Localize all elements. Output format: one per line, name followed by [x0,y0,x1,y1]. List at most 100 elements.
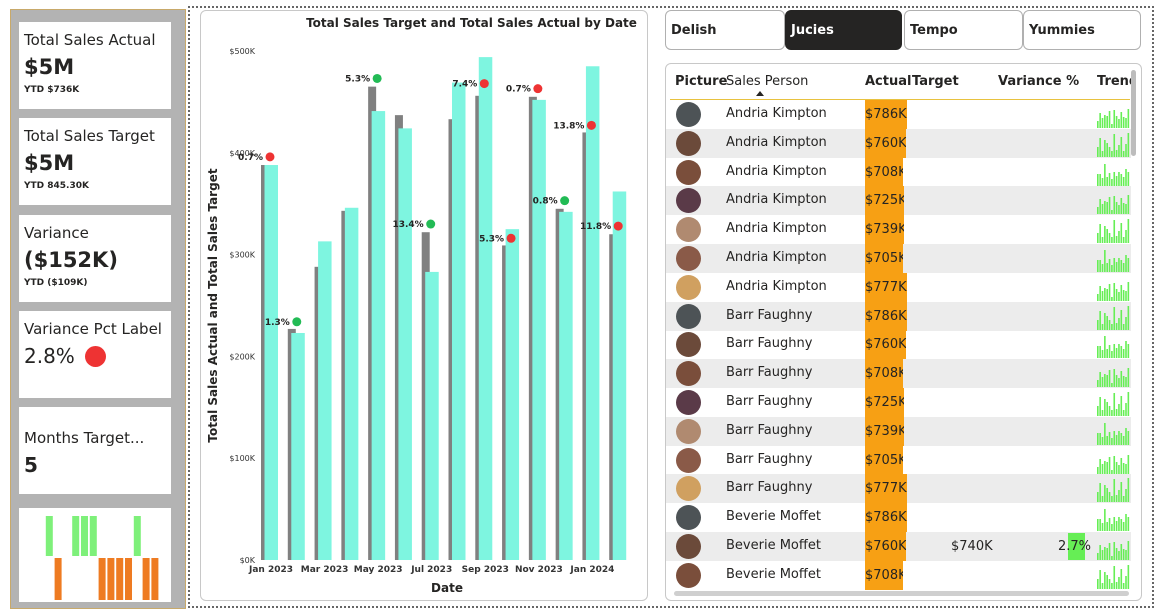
bar-actual[interactable] [371,111,386,560]
variance-marker[interactable] [560,196,570,206]
sales-person-name: Andria Kimpton [726,278,827,294]
bar-actual[interactable] [559,211,573,560]
column-header-trend[interactable]: Trend [1097,74,1131,89]
variance-marker[interactable] [372,73,382,83]
kpi-label: Variance [24,224,89,242]
tab-jucies[interactable]: Jucies [785,10,902,50]
actual-value: $786K [865,100,907,129]
tab-delish[interactable]: Delish [665,10,785,50]
bar-actual[interactable] [532,99,546,560]
column-header-target[interactable]: Target [912,74,959,89]
table-row[interactable]: Andria Kimpton $739K [666,215,1131,245]
table-row[interactable]: Andria Kimpton $725K [666,186,1131,216]
trend-sparkline[interactable] [1097,246,1130,272]
header-divider [670,99,1130,100]
table-row[interactable]: Beverie Moffet $786K [666,503,1131,533]
bar-actual[interactable] [318,241,332,560]
bar-actual[interactable] [505,229,520,560]
trend-sparkline[interactable] [1097,534,1130,560]
kpi-card-months-target[interactable]: Months Target... 5 [19,407,171,494]
actual-value: $760K [865,330,906,360]
actual-value: $760K [865,532,906,561]
table-row[interactable]: Barr Faughny $725K [666,388,1131,417]
trend-sparkline[interactable] [1097,160,1130,186]
kpi-card-sales-actual[interactable]: Total Sales Actual $5M YTD $736K [19,22,171,109]
sales-person-name: Barr Faughny [726,336,813,352]
kpi-card-variance[interactable]: Variance ($152K) YTD ($109K) [19,215,171,302]
variance-marker[interactable] [265,152,275,162]
table-row[interactable]: Barr Faughny $777K [666,474,1131,504]
kpi-label: Total Sales Target [24,127,155,145]
table-row[interactable]: Andria Kimpton $786K [666,100,1131,129]
column-header-picture[interactable]: Picture [675,74,728,89]
bar-actual[interactable] [398,128,412,561]
trend-sparkline[interactable] [1097,188,1130,215]
vertical-scrollbar[interactable] [1131,70,1136,156]
table-row[interactable]: Barr Faughny $708K [666,359,1131,389]
trend-sparkline[interactable] [1097,275,1130,301]
table-row[interactable]: Beverie Moffet $708K [666,560,1131,590]
avatar [676,534,701,559]
variance-mini-chart[interactable] [19,508,171,602]
kpi-card-sales-target[interactable]: Total Sales Target $5M YTD 845.30K [19,118,171,205]
bar-actual[interactable] [264,165,279,561]
variance-marker[interactable] [479,79,489,89]
sales-person-name: Andria Kimpton [726,163,827,179]
tab-yummies[interactable]: Yummies [1023,10,1141,50]
sales-person-name: Beverie Moffet [726,566,821,582]
bar-actual[interactable] [344,207,359,560]
variance-marker[interactable] [533,84,543,94]
y-tick-label: $200K [229,352,255,361]
column-header-sales-person[interactable]: Sales Person [726,74,809,89]
sort-ascending-icon[interactable] [756,91,764,96]
avatar [676,159,701,185]
trend-sparkline[interactable] [1097,131,1130,157]
trend-sparkline[interactable] [1097,476,1130,503]
bar-actual[interactable] [478,57,493,560]
trend-sparkline[interactable] [1097,332,1130,359]
column-header-variance[interactable]: Variance % [998,74,1080,89]
sales-person-table[interactable]: Picture Sales Person Actual Target Varia… [665,63,1142,601]
kpi-subvalue: YTD $736K [24,85,80,95]
variance-marker[interactable] [586,120,596,130]
table-row[interactable]: Barr Faughny $760K [666,330,1131,360]
trend-sparkline[interactable] [1097,448,1130,474]
sales-chart-card[interactable]: Total Sales Target and Total Sales Actua… [200,10,648,601]
variance-marker[interactable] [292,317,302,327]
actual-value: $725K [865,388,904,417]
bar-actual[interactable] [585,66,600,560]
table-row[interactable]: Barr Faughny $705K [666,445,1131,475]
bar-actual[interactable] [612,191,627,560]
trend-sparkline[interactable] [1097,419,1130,445]
trend-sparkline[interactable] [1097,102,1130,128]
sales-person-name: Barr Faughny [726,422,813,438]
variance-marker[interactable] [426,219,436,229]
trend-sparkline[interactable] [1097,390,1130,416]
trend-sparkline[interactable] [1097,361,1130,388]
variance-marker[interactable] [613,221,623,231]
x-tick-label: Sep 2023 [462,565,509,575]
column-header-actual[interactable]: Actual [865,74,912,89]
bar-actual[interactable] [291,332,305,560]
sales-person-name: Barr Faughny [726,365,813,381]
variance-marker[interactable] [506,233,516,243]
table-row[interactable]: Andria Kimpton $708K [666,157,1131,187]
table-row[interactable]: Barr Faughny $786K [666,301,1131,331]
trend-sparkline[interactable] [1097,304,1130,330]
kpi-card-variance-pct[interactable]: Variance Pct Label 2.8% [19,311,171,398]
bar-actual[interactable] [452,82,466,561]
bar-actual[interactable] [425,271,439,560]
actual-value: $739K [865,416,904,446]
table-row[interactable]: Barr Faughny $739K [666,416,1131,446]
table-row[interactable]: Andria Kimpton $777K [666,272,1131,302]
table-row[interactable]: Andria Kimpton $705K [666,244,1131,273]
horizontal-scrollbar[interactable] [674,591,1129,596]
sales-chart[interactable]: Total Sales Target and Total Sales Actua… [201,11,647,600]
trend-sparkline[interactable] [1097,563,1130,589]
trend-sparkline[interactable] [1097,505,1130,532]
tab-tempo[interactable]: Tempo [904,10,1023,50]
kpi-label: Total Sales Actual [24,31,156,49]
table-row[interactable]: Andria Kimpton $760K [666,128,1131,158]
trend-sparkline[interactable] [1097,217,1130,244]
table-row[interactable]: Beverie Moffet $760K $740K 2.7% [666,532,1131,561]
